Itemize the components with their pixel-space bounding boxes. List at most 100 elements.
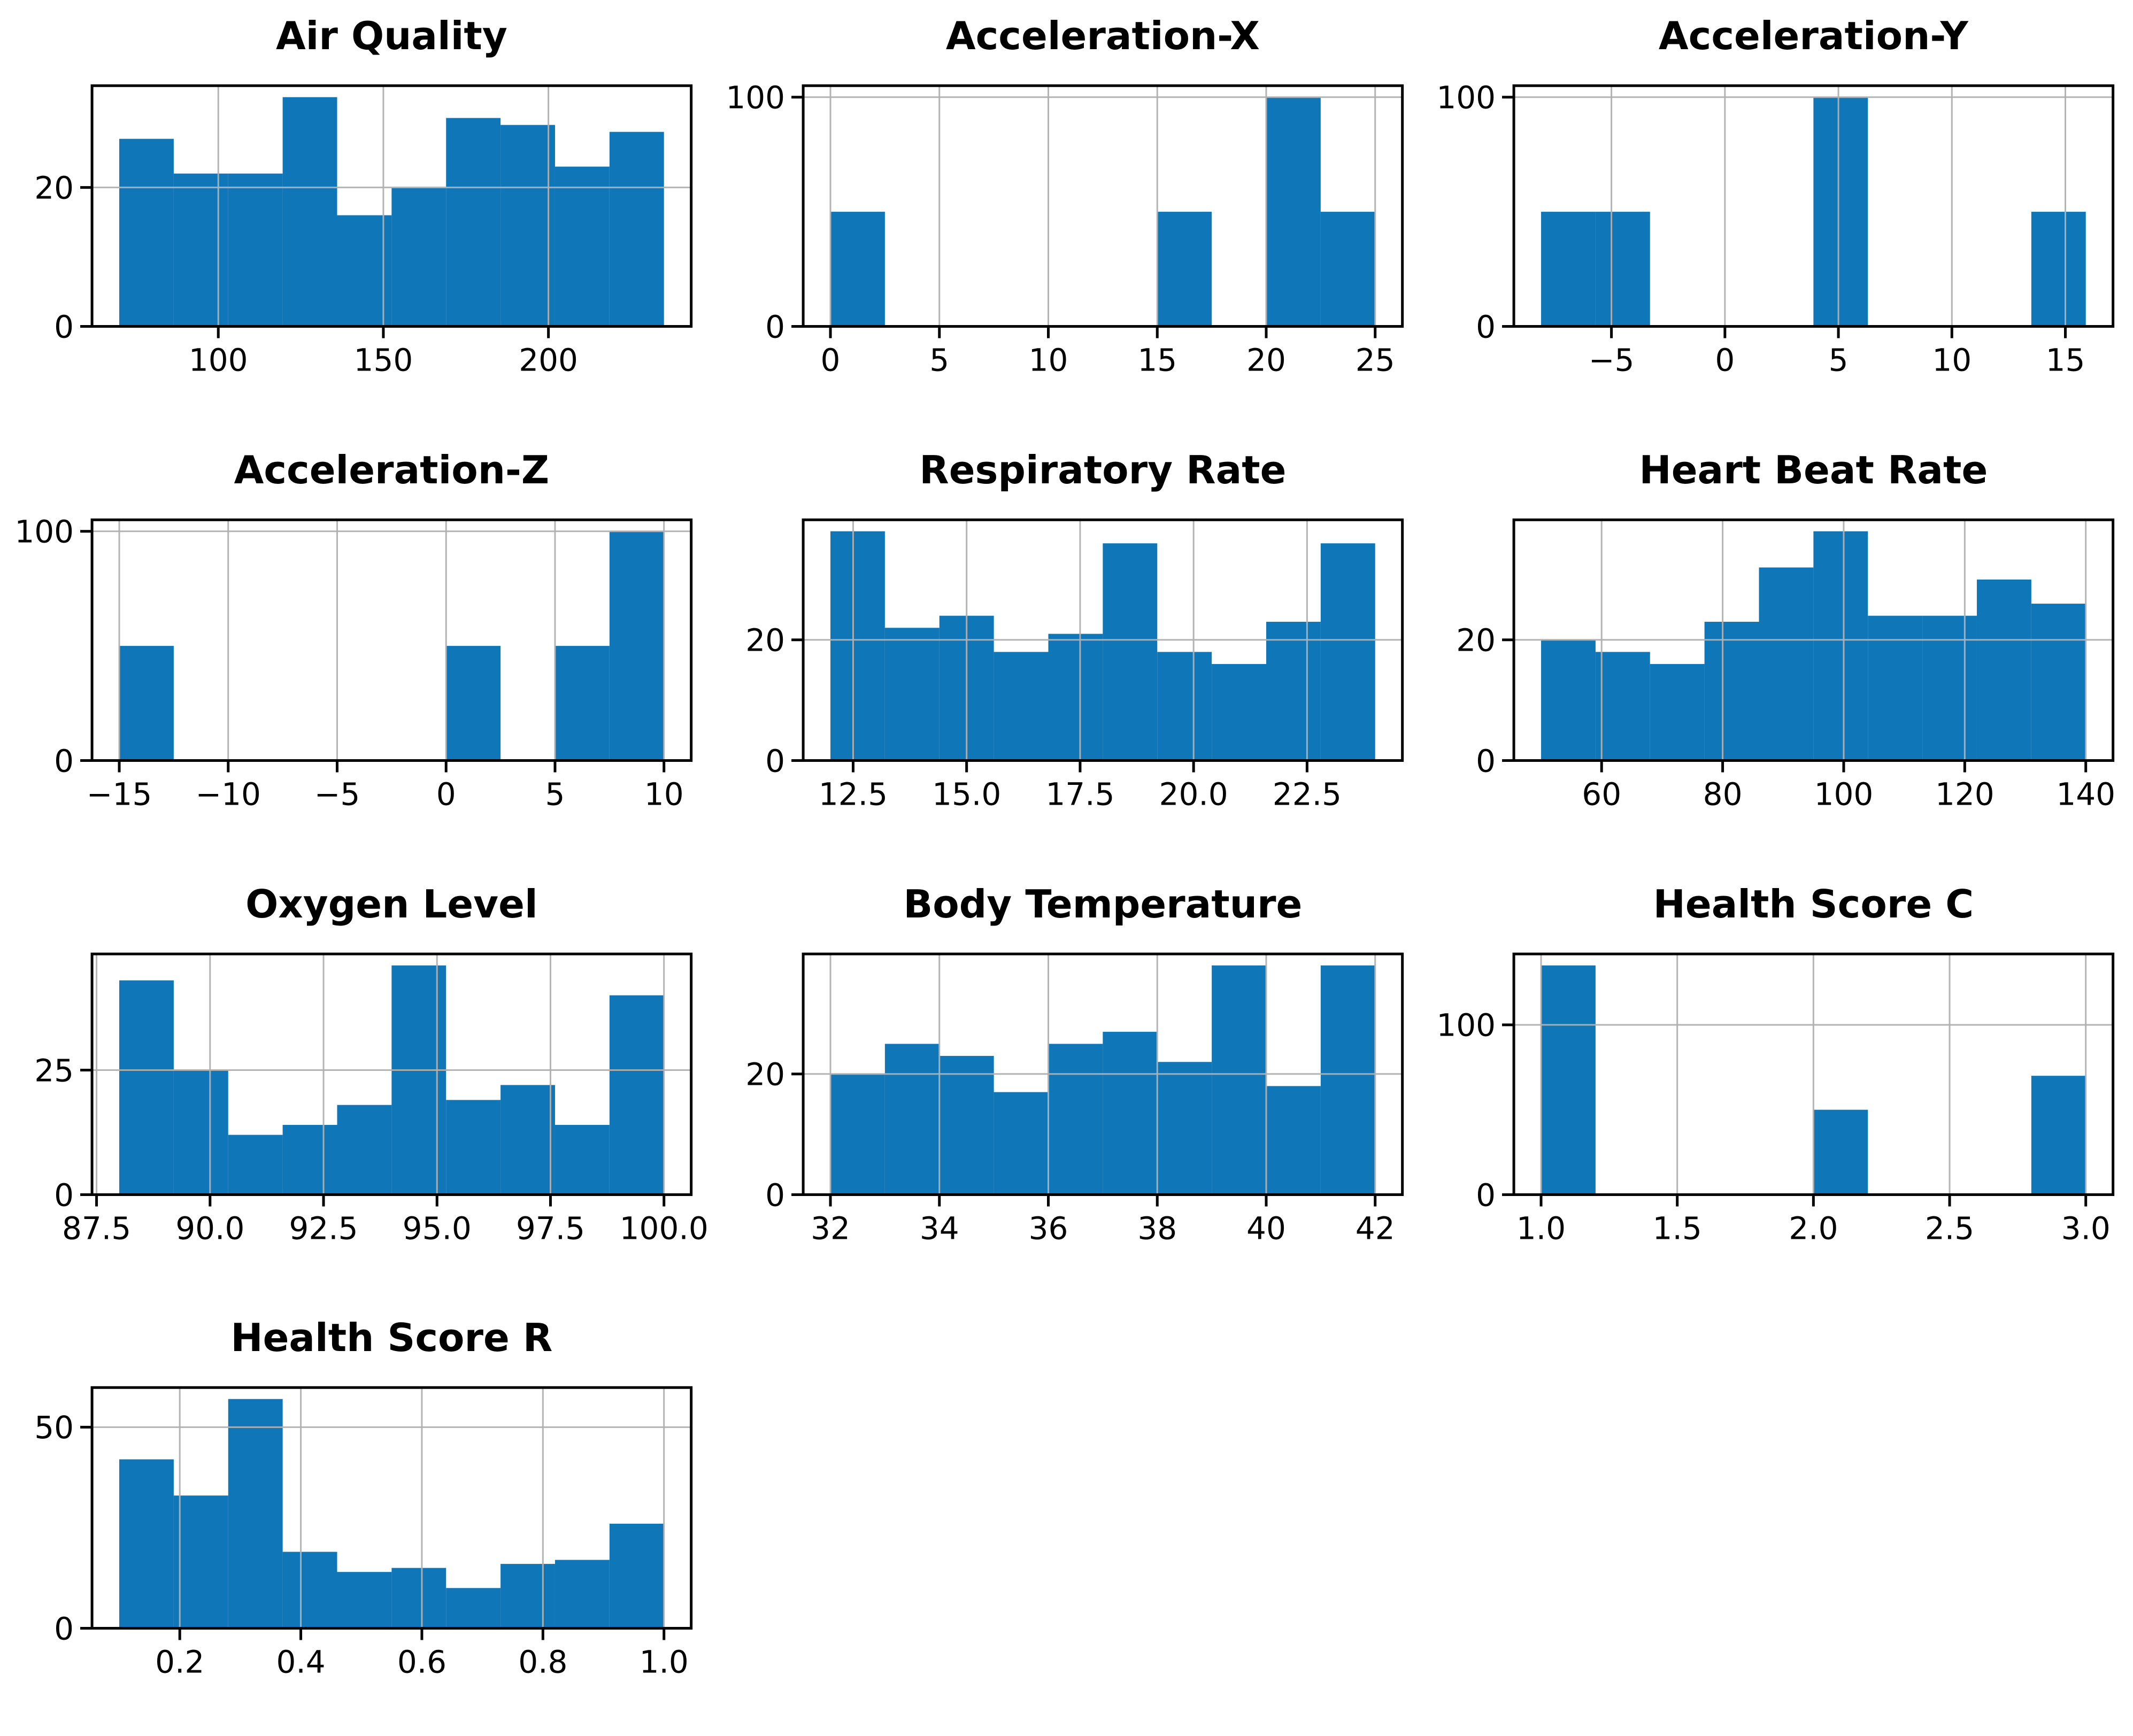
histogram-bar <box>391 1568 446 1629</box>
histogram-bar <box>446 645 501 761</box>
x-tick-label: 12.5 <box>819 776 888 812</box>
empty-cell <box>711 1302 1422 1736</box>
x-tick-label: 100 <box>1814 776 1874 812</box>
x-tick-label: 17.5 <box>1045 776 1114 812</box>
x-tick-label: 60 <box>1582 776 1622 812</box>
histogram-bar <box>609 132 664 327</box>
histogram-bar <box>1541 965 1596 1194</box>
empty-cell <box>1422 1302 2133 1736</box>
x-tick-label: 25 <box>1355 342 1395 379</box>
histogram-bar <box>500 1564 555 1629</box>
chart-title: Acceleration-Z <box>234 447 550 492</box>
histogram-bar <box>119 138 174 327</box>
y-tick-label: 0 <box>54 743 74 779</box>
y-tick-label: 25 <box>34 1052 74 1089</box>
x-tick-label: 38 <box>1137 1210 1177 1246</box>
chart-cell-health-score-c: 1.0 1.5 2.0 2.5 3.0 0 100 Health Score C <box>1422 868 2133 1302</box>
histogram-bar <box>939 1055 994 1194</box>
x-tick-label: 32 <box>811 1210 850 1246</box>
chart-title: Air Quality <box>276 13 507 58</box>
axis-ticks: 87.5 90.0 92.5 95.0 97.5 100.0 0 25 <box>34 1052 709 1246</box>
histogram-bar <box>2031 1075 2086 1194</box>
histogram-bar <box>228 173 283 327</box>
chart-acceleration-x: 0 5 10 15 20 25 0 100 Acceleration-X <box>726 13 1404 379</box>
chart-cell-body-temperature: 32 34 36 38 40 42 0 20 Body Temperature <box>711 868 1422 1302</box>
gridlines <box>1514 86 2113 327</box>
histogram-bar <box>1759 567 1814 761</box>
x-tick-label: 3.0 <box>2061 1210 2111 1246</box>
histogram-bar <box>500 1084 555 1194</box>
chart-cell-heart-beat-rate: 60 80 100 120 140 0 20 Heart Beat Rate <box>1422 434 2133 868</box>
histogram-bar <box>555 1124 610 1194</box>
chart-heart-beat-rate: 60 80 100 120 140 0 20 Heart Beat Rate <box>1457 447 2116 812</box>
x-tick-label: 120 <box>1935 776 1995 812</box>
histogram-bar <box>1048 634 1103 761</box>
histogram-bars <box>1541 97 2086 327</box>
histogram-bar <box>337 1105 392 1194</box>
x-tick-label: 42 <box>1355 1210 1395 1246</box>
axis-ticks: 1.0 1.5 2.0 2.5 3.0 0 100 <box>1437 1007 2111 1246</box>
histogram-bars <box>119 965 664 1194</box>
x-tick-label: 5 <box>1829 342 1849 379</box>
histogram-bar <box>446 1588 501 1629</box>
x-tick-label: 36 <box>1028 1210 1068 1246</box>
gridlines <box>92 520 691 761</box>
plot-border <box>802 84 1404 328</box>
chart-cell-acceleration-x: 0 5 10 15 20 25 0 100 Acceleration-X <box>711 0 1422 434</box>
axis-ticks: 32 34 36 38 40 42 0 20 <box>745 1056 1395 1246</box>
chart-title: Oxygen Level <box>245 882 538 927</box>
histogram-bar <box>1266 97 1321 327</box>
chart-title: Heart Beat Rate <box>1639 447 1988 492</box>
chart-cell-health-score-r: 0.2 0.4 0.6 0.8 1.0 0 50 Health Score R <box>0 1302 711 1736</box>
chart-respiratory-rate: 12.5 15.0 17.5 20.0 22.5 0 20 Respiratory Rate <box>745 447 1404 812</box>
histogram-bar <box>1650 663 1705 761</box>
histogram-bars <box>1541 531 2086 761</box>
histogram-bar <box>1813 97 1868 327</box>
gridlines <box>803 86 1403 327</box>
chart-body-temperature: 32 34 36 38 40 42 0 20 Body Temperature <box>745 882 1404 1246</box>
histogram-bar <box>337 215 392 327</box>
x-tick-label: 1.0 <box>640 1644 689 1680</box>
histogram-bar <box>391 187 446 327</box>
gridlines <box>803 953 1403 1194</box>
histogram-bar <box>337 1572 392 1629</box>
chart-oxygen-level: 87.5 90.0 92.5 95.0 97.5 100.0 0 25 Oxygen Level <box>34 882 709 1246</box>
histogram-bar <box>1320 212 1375 327</box>
y-tick-label: 0 <box>765 1177 785 1213</box>
y-tick-label: 0 <box>765 743 785 779</box>
histogram-bar <box>555 166 610 327</box>
x-tick-label: 15 <box>1137 342 1177 379</box>
plot-border <box>90 1386 693 1630</box>
y-tick-label: 20 <box>1457 622 1496 658</box>
histogram-bars <box>1541 965 2086 1194</box>
chart-cell-oxygen-level: 87.5 90.0 92.5 95.0 97.5 100.0 0 25 Oxygen Level <box>0 868 711 1302</box>
histogram-bars <box>830 97 1375 327</box>
histogram-bar <box>1813 1109 1868 1194</box>
x-tick-label: 97.5 <box>516 1210 585 1246</box>
histogram-bar <box>609 995 664 1194</box>
chart-title: Acceleration-Y <box>1659 13 1969 58</box>
y-tick-label: 50 <box>34 1409 74 1446</box>
x-tick-label: 0.2 <box>155 1644 204 1680</box>
axis-ticks: 12.5 15.0 17.5 20.0 22.5 0 20 <box>745 622 1342 812</box>
y-tick-label: 0 <box>54 1611 74 1647</box>
histogram-bar <box>446 1099 501 1194</box>
histogram-bar <box>2031 212 2086 327</box>
x-tick-label: 20 <box>1246 342 1286 379</box>
chart-acceleration-y: −5 0 5 10 15 0 100 Acceleration-Y <box>1437 13 2115 379</box>
histogram-bar <box>173 173 228 327</box>
histogram-bar <box>884 627 940 761</box>
x-tick-label: 10 <box>1932 342 1972 379</box>
x-tick-label: −5 <box>314 776 360 812</box>
histogram-bar <box>282 1552 337 1629</box>
x-tick-label: 87.5 <box>62 1210 131 1246</box>
histogram-bar <box>609 531 664 761</box>
x-tick-label: 1.5 <box>1653 1210 1702 1246</box>
histogram-bar <box>228 1399 283 1629</box>
histogram-bar <box>1541 639 1596 761</box>
y-tick-label: 100 <box>726 80 785 116</box>
x-tick-label: −15 <box>87 776 152 812</box>
histogram-bar <box>1157 652 1212 761</box>
histogram-bar <box>119 645 174 761</box>
y-tick-label: 0 <box>54 308 74 345</box>
